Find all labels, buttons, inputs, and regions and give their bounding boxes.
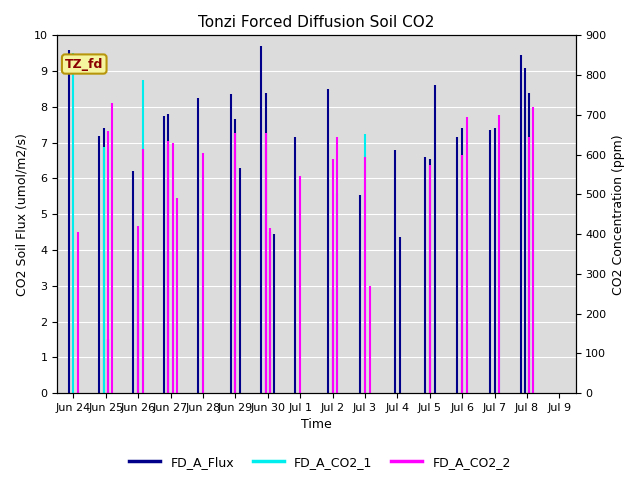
Text: TZ_fd: TZ_fd	[65, 58, 104, 71]
X-axis label: Time: Time	[301, 419, 332, 432]
Title: Tonzi Forced Diffusion Soil CO2: Tonzi Forced Diffusion Soil CO2	[198, 15, 435, 30]
Y-axis label: CO2 Concentration (ppm): CO2 Concentration (ppm)	[612, 134, 625, 295]
Legend: FD_A_Flux, FD_A_CO2_1, FD_A_CO2_2: FD_A_Flux, FD_A_CO2_1, FD_A_CO2_2	[124, 451, 516, 474]
Y-axis label: CO2 Soil Flux (umol/m2/s): CO2 Soil Flux (umol/m2/s)	[15, 133, 28, 296]
